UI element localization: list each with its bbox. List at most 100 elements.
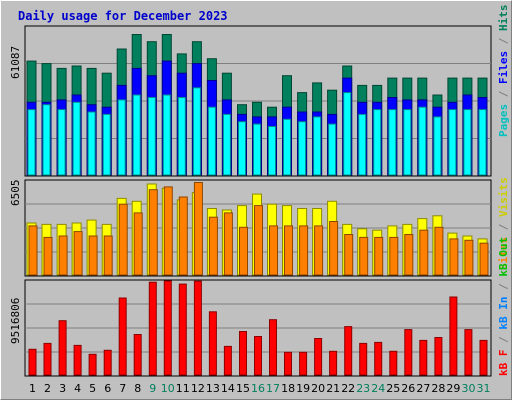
bar-kb-f-day-2 [43,342,52,376]
bar-kb-f-day-25 [389,350,398,376]
bar-kb-f-day-3 [58,320,67,376]
bar-kb-f-day-16 [254,336,262,376]
x-tick-label: 3 [59,382,66,395]
bar-pages-day-1 [27,109,36,176]
legend-top-hits: Hits [497,5,510,32]
bar-sites-day-22 [344,234,354,276]
bar-pages-day-7 [117,99,126,176]
bar-sites-day-28 [434,226,444,276]
bar-kb-f-day-20 [314,338,323,376]
bar-sites-day-26 [404,234,414,276]
legend-bottom-kbf: kB F [497,350,510,377]
x-tick-label: 22 [341,382,355,395]
x-tick-label: 23 [356,382,370,395]
x-tick-label: 11 [176,382,190,395]
bar-pages-day-18 [283,118,291,176]
bar-pages-day-22 [343,92,352,176]
bar-pages-day-31 [478,109,487,176]
x-tick-label: 25 [386,382,400,395]
bar-kb-f-day-6 [103,349,112,376]
bar-pages-day-17 [268,126,276,176]
x-tick-label: 30 [462,382,476,395]
bar-pages-day-27 [418,106,427,176]
bar-sites-day-12 [193,182,203,276]
bar-kb-f-day-15 [239,331,247,376]
bar-sites-day-3 [58,235,68,276]
bar-pages-day-13 [207,106,216,176]
bar-sites-day-24 [374,236,384,276]
x-tick-label: 21 [326,382,340,395]
bar-kb-f-day-27 [419,339,428,376]
x-tick-label: 10 [161,382,175,395]
bar-pages-day-20 [313,116,322,176]
bar-sites-day-4 [73,231,83,276]
bar-pages-day-24 [373,109,382,176]
bar-pages-day-9 [147,97,156,176]
bar-kb-f-day-22 [344,326,353,376]
bar-pages-day-29 [448,109,457,176]
bar-sites-day-17 [269,225,278,276]
bar-sites-day-31 [479,242,489,276]
legend-middle: Sites / Visits [497,177,510,270]
x-tick-label: 12 [191,382,205,395]
bar-pages-day-5 [87,111,96,176]
x-tick-label: 2 [44,382,51,395]
bar-kb-f-day-17 [269,319,277,376]
legend-middle-sep: / [497,217,510,237]
legend-top: Pages / Files / Hits [497,5,510,138]
x-tick-label: 27 [416,382,430,395]
bar-sites-day-16 [254,205,263,276]
bar-pages-day-19 [298,121,307,176]
bar-sites-day-25 [389,236,399,276]
legend-middle-visits: Visits [497,177,510,217]
x-tick-label: 7 [119,382,126,395]
x-tick-label: 15 [236,382,250,395]
x-tick-label: 24 [371,382,385,395]
bar-sites-day-9 [148,189,158,276]
x-tick-label: 31 [477,382,491,395]
legend-top-sep2: / [497,31,510,51]
bar-pages-day-11 [177,97,186,176]
bar-kb-f-day-31 [479,339,488,376]
bar-sites-day-21 [329,221,339,276]
x-tick-label: 4 [74,382,81,395]
bar-sites-day-13 [208,216,218,276]
bar-pages-day-26 [403,109,412,176]
panel-1 [24,25,492,177]
legend-bottom-kbout: kB Out [497,237,510,277]
bar-kb-f-day-14 [223,345,232,376]
bar-kb-f-day-1 [28,348,37,376]
x-tick-label: 26 [401,382,415,395]
bar-pages-day-8 [132,94,141,176]
bar-kb-f-day-19 [299,351,308,376]
legend-bottom-sep2: / [497,277,510,297]
bar-kb-f-day-12 [193,280,202,376]
bar-pages-day-3 [57,109,66,176]
x-tick-label: 17 [266,382,280,395]
bar-kb-f-day-11 [178,283,187,376]
bar-sites-day-11 [178,196,188,276]
panel-2 [24,179,492,277]
bar-pages-day-28 [433,116,442,176]
x-tick-label: 5 [89,382,96,395]
bar-sites-day-15 [239,226,248,276]
legend-bottom-kbin: kB In [497,297,510,330]
bar-pages-day-14 [222,113,231,176]
bar-kb-f-day-7 [118,297,127,376]
bar-pages-day-15 [238,121,246,176]
bar-sites-day-1 [28,225,38,276]
bar-pages-day-12 [192,87,201,176]
panel-3 [24,279,492,377]
bar-kb-f-day-23 [359,342,368,376]
bar-pages-day-16 [253,123,261,176]
bar-kb-f-day-9 [148,281,157,376]
bar-kb-f-day-13 [208,311,217,376]
chart-title: Daily usage for December 2023 [18,9,228,23]
bar-sites-day-30 [464,239,474,276]
bar-kb-f-day-8 [133,334,142,376]
legend-bottom: kB F / kB In / kB Out [497,237,510,376]
bar-pages-day-21 [328,123,337,176]
bar-pages-day-4 [72,101,81,176]
x-tick-label: 6 [104,382,111,395]
